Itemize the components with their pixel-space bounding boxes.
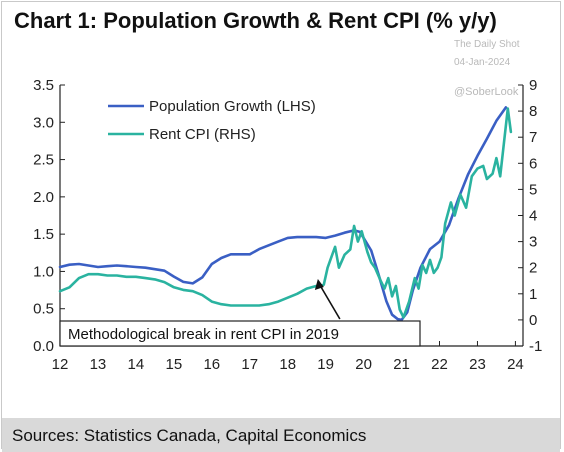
x-tick-label: 17 (241, 356, 258, 373)
y-left-tick-label: 3.5 (33, 77, 54, 94)
annotation-box (59, 320, 421, 347)
y-right-tick-label: 4 (529, 208, 537, 225)
y-right-tick-label: 9 (529, 77, 537, 94)
y-left-tick-label: 0.0 (33, 338, 54, 355)
y-right-tick-label: 1 (529, 286, 537, 303)
y-right-tick-label: 7 (529, 129, 537, 146)
x-tick-label: 19 (317, 356, 334, 373)
x-tick-label: 14 (128, 356, 145, 373)
x-tick-label: 22 (431, 356, 448, 373)
x-tick-label: 24 (507, 356, 524, 373)
watermark-date: 04-Jan-2024 (454, 57, 511, 68)
legend-label-rent: Rent CPI (RHS) (149, 126, 256, 143)
annotation-group: Methodological break in rent CPI in 2019 (59, 279, 421, 347)
legend-label-population: Population Growth (LHS) (149, 98, 316, 115)
population-growth-line (58, 106, 508, 322)
y-left-tick-label: 2.0 (33, 189, 54, 206)
legend: Population Growth (LHS) Rent CPI (RHS) (108, 98, 316, 143)
x-tick-label: 13 (90, 356, 107, 373)
x-tick-label: 21 (393, 356, 410, 373)
x-tick-label: 23 (469, 356, 486, 373)
x-tick-label: 18 (279, 356, 296, 373)
y-right-tick-label: 3 (529, 234, 537, 251)
annotation-arrow-head (314, 279, 324, 290)
x-tick-label: 15 (166, 356, 183, 373)
x-tick-label: 20 (355, 356, 372, 373)
y-left-tick-label: 0.5 (33, 301, 54, 318)
source-text: Sources: Statistics Canada, Capital Econ… (12, 426, 367, 445)
y-right-tick-label: 2 (529, 260, 537, 277)
y-left-tick-label: 3.0 (33, 114, 54, 131)
x-tick-label: 12 (52, 356, 69, 373)
series-lines (58, 106, 513, 322)
x-tick-label: 16 (203, 356, 220, 373)
y-right-tick-label: -1 (529, 338, 542, 355)
source-bar: Sources: Statistics Canada, Capital Econ… (2, 418, 560, 452)
watermark-handle: @SoberLook (454, 86, 519, 98)
y-right-tick-label: 6 (529, 155, 537, 172)
chart-title: Chart 1: Population Growth & Rent CPI (%… (14, 8, 497, 33)
y-right-tick-label: 8 (529, 103, 537, 120)
annotation-text: Methodological break in rent CPI in 2019 (68, 326, 339, 343)
y-left-tick-label: 2.5 (33, 152, 54, 169)
y-right-tick-label: 5 (529, 181, 537, 198)
annotation-arrow-shaft (319, 284, 341, 320)
y-right-tick-label: 0 (529, 312, 537, 329)
y-left-tick-label: 1.0 (33, 263, 54, 280)
watermark-brand: The Daily Shot (454, 39, 520, 50)
rent-cpi-line (58, 107, 513, 319)
y-left-tick-label: 1.5 (33, 226, 54, 243)
